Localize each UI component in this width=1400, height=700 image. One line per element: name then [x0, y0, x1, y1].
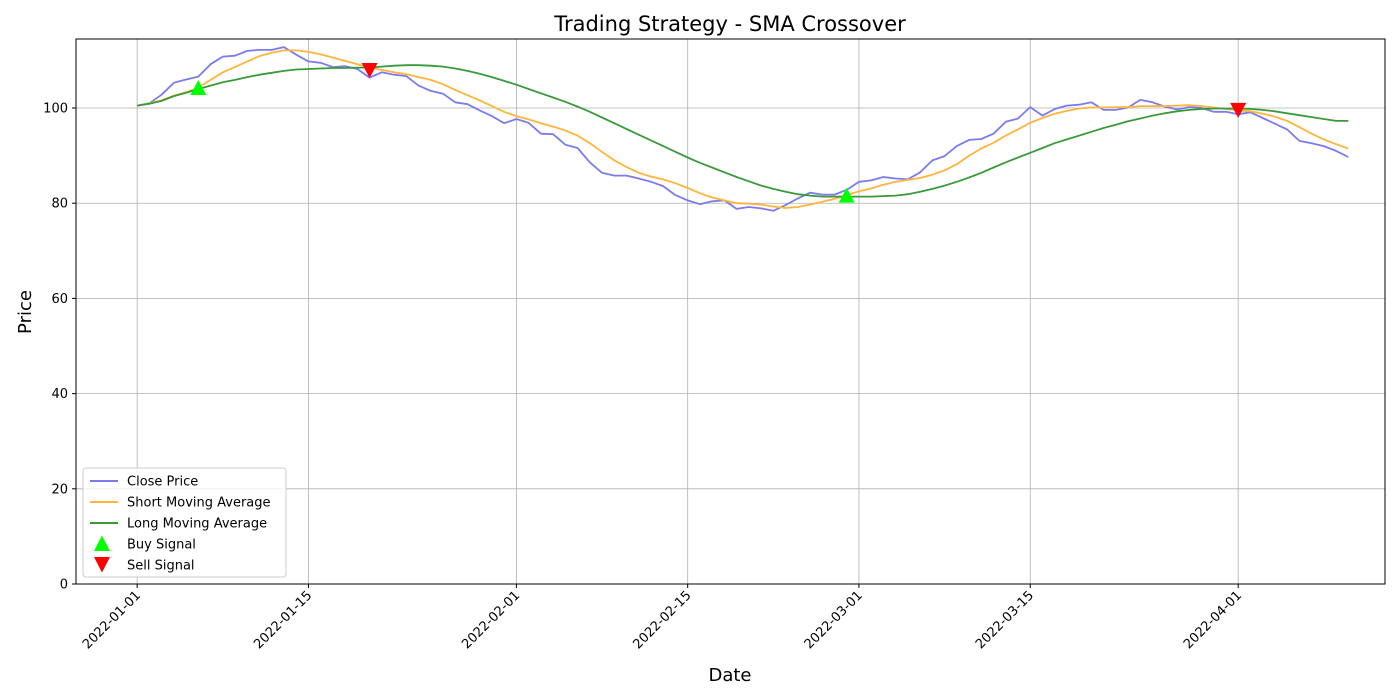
plot-frame [75, 38, 1386, 585]
buy-signal-marker [190, 80, 207, 96]
legend-buy-marker [94, 535, 110, 551]
y-tick-label: 100 [43, 102, 68, 117]
long-series-line [137, 64, 1349, 198]
legend: Close Price Short Moving Average Long Mo… [82, 467, 287, 578]
x-axis-label: Date [708, 665, 751, 686]
y-tick-label: 80 [51, 197, 68, 212]
signal-markers [190, 62, 1247, 203]
sell-signal-marker [361, 62, 378, 78]
legend-long-label: Long Moving Average [127, 517, 267, 532]
legend-close-label: Close Price [127, 475, 198, 490]
chart-title: Trading Strategy - SMA Crossover [553, 12, 906, 36]
legend-sell-marker [94, 557, 110, 573]
y-tick-label: 40 [51, 387, 68, 402]
y-axis-label: Price [15, 290, 36, 334]
close-series-line [137, 46, 1349, 212]
sell-signal-marker [1230, 102, 1247, 118]
buy-signal-marker [838, 187, 855, 203]
series-lines [137, 46, 1349, 212]
short-series-line [137, 49, 1349, 209]
legend-buy-label: Buy Signal [127, 538, 196, 553]
legend-sell-label: Sell Signal [127, 559, 195, 574]
grid-lines [76, 39, 1385, 585]
y-tick-label: 20 [51, 482, 68, 497]
legend-short-label: Short Moving Average [127, 496, 271, 511]
y-tick-label: 0 [60, 578, 68, 593]
y-tick-label: 60 [51, 292, 68, 307]
legend-box [82, 467, 287, 578]
